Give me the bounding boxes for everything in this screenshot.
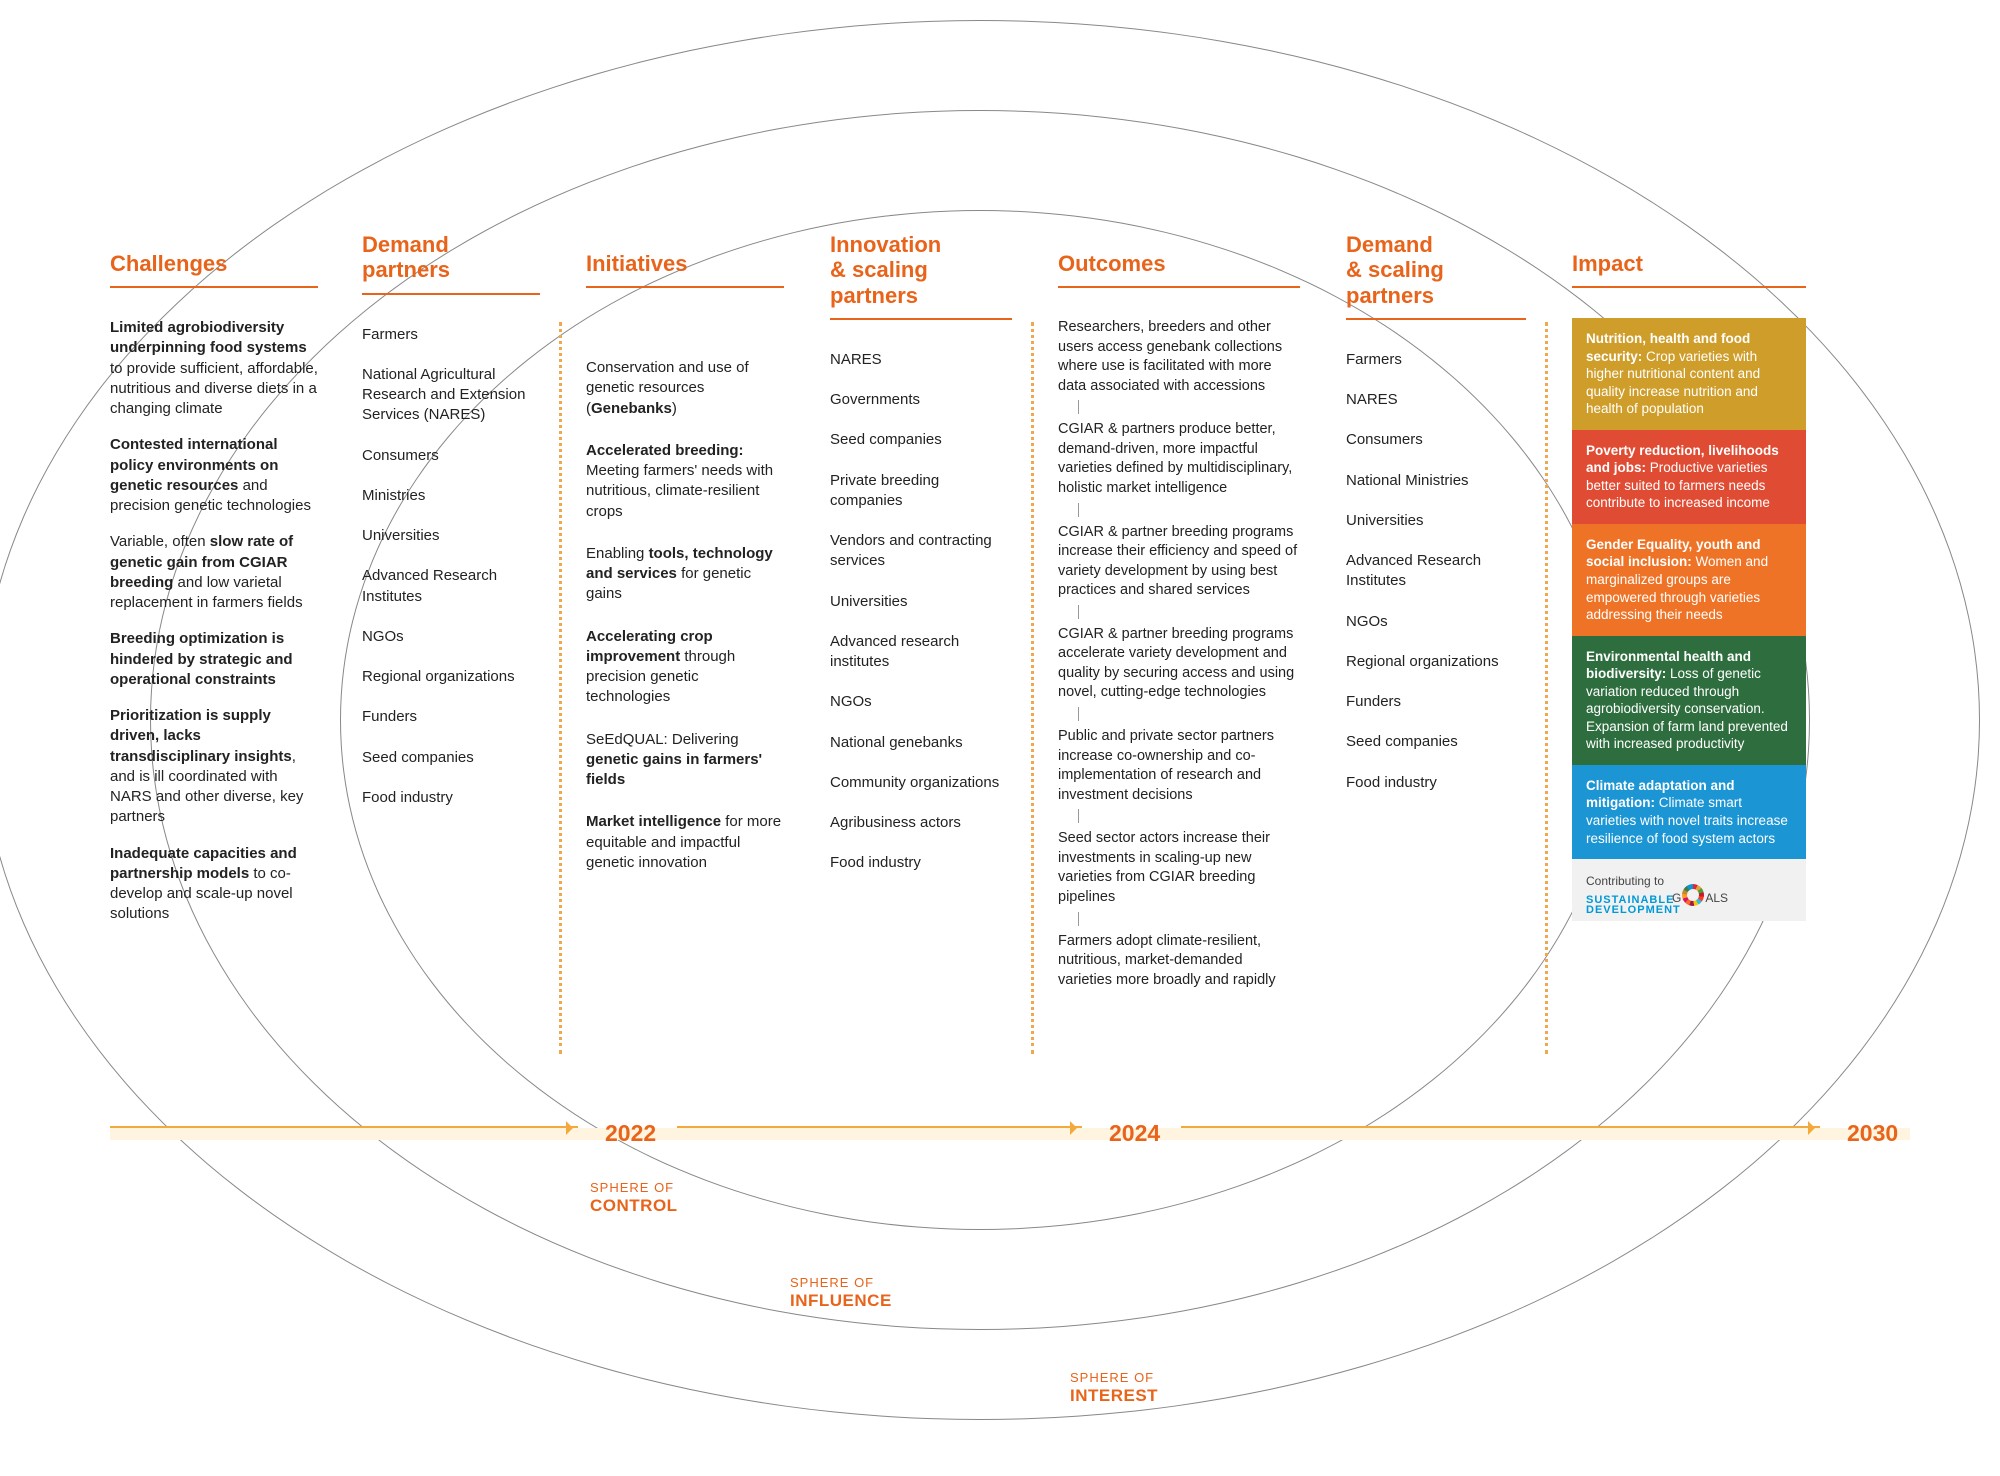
- header-outcomes: Outcomes: [1058, 232, 1300, 288]
- header-initiatives: Initiatives: [586, 232, 784, 288]
- impact-box: Climate adaptation and mitigation: Clima…: [1572, 765, 1806, 859]
- scaling-partner-item: Seed companies: [1346, 732, 1526, 752]
- scaling-partner-item: Funders: [1346, 692, 1526, 712]
- innovation-partner-item: Universities: [830, 592, 1012, 612]
- demand-partner-item: Consumers: [362, 446, 540, 466]
- scaling-partner-item: National Ministries: [1346, 471, 1526, 491]
- header-innovation-partners: Innovation& scalingpartners: [830, 232, 1012, 320]
- innovation-partner-item: Vendors and contracting services: [830, 531, 1012, 572]
- innovation-partner-item: Food industry: [830, 853, 1012, 873]
- scaling-partner-item: NGOs: [1346, 612, 1526, 632]
- initiative-item: Accelerated breeding: Meeting farmers' n…: [586, 441, 784, 522]
- col-challenges: Challenges Limited agrobiodiversity unde…: [110, 232, 338, 1004]
- challenge-item: Breeding optimization is hindered by str…: [110, 629, 318, 690]
- outcome-connector: [1078, 707, 1079, 721]
- timeline-arrow: [1181, 1126, 1820, 1142]
- outcome-item: CGIAR & partners produce better, demand-…: [1058, 420, 1300, 498]
- sdg-goals-text: G: [1672, 891, 1681, 905]
- scaling-partner-item: Consumers: [1346, 430, 1526, 450]
- demand-partner-item: Advanced Research Institutes: [362, 566, 540, 607]
- header-demand-partners-2: Demand& scalingpartners: [1346, 232, 1526, 320]
- scaling-partner-item: Advanced Research Institutes: [1346, 551, 1526, 592]
- impact-box: Nutrition, health and food security: Cro…: [1572, 318, 1806, 430]
- col-outcomes: Outcomes Researchers, breeders and other…: [1032, 232, 1320, 1004]
- scaling-partner-item: NARES: [1346, 390, 1526, 410]
- outcome-item: Farmers adopt climate-resilient, nutriti…: [1058, 932, 1300, 991]
- outcome-item: Public and private sector partners incre…: [1058, 727, 1300, 805]
- demand-partner-item: Universities: [362, 526, 540, 546]
- theory-of-change-diagram: Challenges Limited agrobiodiversity unde…: [0, 0, 2000, 1476]
- challenge-item: Prioritization is supply driven, lacks t…: [110, 706, 318, 828]
- sdg-wheel-icon: [1682, 884, 1704, 906]
- innovation-partner-item: Agribusiness actors: [830, 813, 1012, 833]
- timeline-arrow: [110, 1126, 578, 1142]
- demand-partner-item: Farmers: [362, 325, 540, 345]
- impact-box: Gender Equality, youth and social inclus…: [1572, 524, 1806, 636]
- innovation-partner-item: Advanced research institutes: [830, 632, 1012, 673]
- timeline-year: 2024: [1109, 1120, 1160, 1147]
- initiative-item: SeEdQUAL: Delivering genetic gains in fa…: [586, 730, 784, 791]
- timeline: 2022 2024 2030: [110, 1116, 1910, 1148]
- challenge-item: Variable, often slow rate of genetic gai…: [110, 532, 318, 613]
- col-demand-partners-1: Demandpartners Farmers National Agricultu…: [338, 232, 560, 1004]
- header-challenges: Challenges: [110, 232, 318, 288]
- timeline-year: 2022: [605, 1120, 656, 1147]
- demand-partner-item: NGOs: [362, 627, 540, 647]
- innovation-partner-item: NGOs: [830, 692, 1012, 712]
- sphere-label: SPHERE OFINFLUENCE: [790, 1275, 892, 1311]
- initiative-item: Market intelligence for more equitable a…: [586, 812, 784, 873]
- innovation-partner-item: National genebanks: [830, 733, 1012, 753]
- demand-partner-item: Funders: [362, 707, 540, 727]
- scaling-partner-item: Regional organizations: [1346, 652, 1526, 672]
- demand-partner-item: Ministries: [362, 486, 540, 506]
- outcome-connector: [1078, 400, 1079, 414]
- scaling-partner-item: Food industry: [1346, 773, 1526, 793]
- demand-partner-item: Regional organizations: [362, 667, 540, 687]
- initiative-item: Enabling tools, technology and services …: [586, 544, 784, 605]
- outcome-connector: [1078, 809, 1079, 823]
- impact-box: Environmental health and biodiversity: L…: [1572, 636, 1806, 765]
- col-demand-partners-2: Demand& scalingpartners Farmers NARES Cons…: [1320, 232, 1546, 1004]
- sphere-label: SPHERE OFCONTROL: [590, 1180, 678, 1216]
- innovation-partner-item: NARES: [830, 350, 1012, 370]
- outcome-item: Researchers, breeders and other users ac…: [1058, 318, 1300, 396]
- challenge-item: Inadequate capacities and partnership mo…: [110, 844, 318, 925]
- columns-row: Challenges Limited agrobiodiversity unde…: [110, 232, 1910, 1004]
- innovation-partner-item: Private breeding companies: [830, 471, 1012, 512]
- outcome-connector: [1078, 605, 1079, 619]
- outcome-item: Seed sector actors increase their invest…: [1058, 829, 1300, 907]
- col-innovation-partners: Innovation& scalingpartners NARES Governm…: [804, 232, 1032, 1004]
- innovation-partner-item: Seed companies: [830, 430, 1012, 450]
- timeline-year: 2030: [1847, 1120, 1898, 1147]
- initiative-item: Conservation and use of genetic resource…: [586, 358, 784, 419]
- demand-partner-item: Food industry: [362, 788, 540, 808]
- col-impact: Impact Nutrition, health and food securi…: [1546, 232, 1826, 1004]
- outcome-item: CGIAR & partner breeding programs increa…: [1058, 523, 1300, 601]
- header-demand-partners-1: Demandpartners: [362, 232, 540, 295]
- demand-partner-item: Seed companies: [362, 748, 540, 768]
- sphere-label: SPHERE OFINTEREST: [1070, 1370, 1158, 1406]
- scaling-partner-item: Universities: [1346, 511, 1526, 531]
- initiative-item: Accelerating crop improvement through pr…: [586, 627, 784, 708]
- innovation-partner-item: Community organizations: [830, 773, 1012, 793]
- challenge-item: Contested international policy environme…: [110, 435, 318, 516]
- innovation-partner-item: Governments: [830, 390, 1012, 410]
- impact-box: Poverty reduction, livelihoods and jobs:…: [1572, 430, 1806, 524]
- outcome-item: CGIAR & partner breeding programs accele…: [1058, 625, 1300, 703]
- outcome-connector: [1078, 503, 1079, 517]
- challenge-item: Limited agrobiodiversity underpinning fo…: [110, 318, 318, 419]
- col-initiatives: Initiatives Conservation and use of gene…: [560, 232, 804, 1004]
- demand-partner-item: National Agricultural Research and Exten…: [362, 365, 540, 426]
- outcome-connector: [1078, 912, 1079, 926]
- sdg-box: Contributing toSUSTAINABLEDEVELOPMENTGAL…: [1572, 859, 1806, 920]
- timeline-arrow: [677, 1126, 1082, 1142]
- scaling-partner-item: Farmers: [1346, 350, 1526, 370]
- header-impact: Impact: [1572, 232, 1806, 288]
